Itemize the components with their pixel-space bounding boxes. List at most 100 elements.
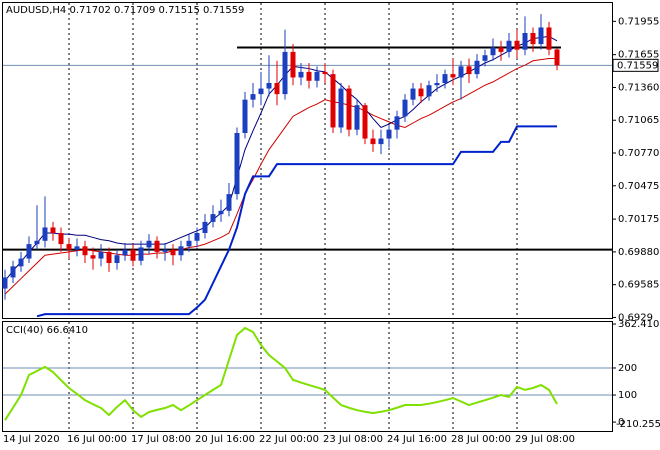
candle-body [394, 116, 400, 130]
candle-body [386, 129, 392, 139]
candle-body [162, 249, 168, 252]
y-tick-label: 200 [618, 363, 637, 374]
candle-body [178, 246, 184, 256]
candle-body [498, 47, 504, 52]
candle-body [370, 138, 376, 145]
y-tick-label: 0.70175 [618, 214, 659, 225]
candle-body [362, 105, 368, 139]
chart-title: AUDUSD,H4 0.71702 0.71709 0.71515 0.7155… [6, 5, 244, 16]
candle-body [434, 83, 440, 86]
candle-body [346, 88, 352, 130]
indicator-line [4, 35, 558, 282]
candle-body [546, 27, 552, 50]
indicator-title: CCI(40) 66.6410 [6, 325, 88, 336]
candle-body [2, 277, 8, 289]
candle-body [106, 251, 112, 263]
candle-body [482, 55, 488, 61]
y-tick-label: 100 [618, 390, 637, 401]
candle-body [354, 105, 360, 130]
candle-body [130, 249, 136, 261]
candle-body [466, 66, 472, 75]
candle-body [330, 74, 336, 128]
y-tick-label: 0.71065 [618, 115, 659, 126]
candle-body [554, 49, 560, 66]
candle-body [154, 240, 160, 252]
candle-body [202, 221, 208, 233]
candle-body [418, 88, 424, 97]
y-tick-label: 0 [618, 417, 624, 428]
price-tag [612, 58, 659, 72]
candle-body [458, 66, 464, 78]
candle-body [194, 233, 200, 241]
y-tick-label: 362.4101 [618, 319, 660, 330]
candle-body [306, 71, 312, 81]
candle-body [338, 88, 344, 128]
candle-body [490, 47, 496, 56]
candle-body [186, 240, 192, 247]
candle-body [322, 71, 328, 75]
candle-body [474, 60, 480, 75]
candle-body [42, 227, 48, 241]
price-panel [2, 2, 613, 319]
candle-body [266, 83, 272, 89]
cci-line [4, 326, 558, 421]
candle-body [34, 240, 40, 245]
candle-body [146, 240, 152, 248]
candle-body [242, 99, 248, 133]
current-price-label: 0.71559 [617, 60, 658, 71]
y-tick-label: 0.71360 [618, 82, 659, 93]
candle-body [522, 33, 528, 50]
candle-body [290, 51, 296, 78]
candle-body [514, 40, 520, 50]
candle-body [298, 71, 304, 78]
candle-body [226, 194, 232, 211]
candle-body [82, 246, 88, 256]
x-tick-label: 22 Jul 00:00 [259, 434, 319, 445]
candle-body [74, 246, 80, 250]
cci-panel [2, 321, 613, 432]
candle-body [114, 255, 120, 263]
candle-body [506, 40, 512, 52]
candle-body [66, 244, 72, 250]
x-tick-label: 17 Jul 08:00 [131, 434, 191, 445]
candle-body [530, 33, 536, 45]
candle-body [378, 138, 384, 145]
indicator-line [4, 58, 557, 295]
candle-body [50, 227, 56, 233]
candle-body [90, 255, 96, 259]
candle-body [442, 74, 448, 83]
candle-body [538, 27, 544, 45]
candle-body [18, 258, 24, 267]
candle-body [58, 233, 64, 245]
candle-body [138, 247, 144, 261]
y-tick-label: 0.70475 [618, 181, 659, 192]
indicator-line [36, 125, 557, 318]
candle-body [274, 83, 280, 95]
candle-body [426, 85, 432, 97]
candle-body [410, 88, 416, 100]
candle-body [218, 210, 224, 215]
candle-body [10, 266, 16, 278]
x-tick-label: 14 Jul 2020 [3, 434, 60, 445]
candle-body [26, 244, 32, 259]
candle-body [282, 51, 288, 95]
candle-body [98, 251, 104, 259]
x-tick-label: 24 Jul 16:00 [387, 434, 447, 445]
candle-body [234, 133, 240, 195]
y-tick-label: 0.69585 [618, 280, 659, 291]
candle-body [170, 249, 176, 256]
candle-body [258, 88, 264, 95]
x-tick-label: 20 Jul 16:00 [195, 434, 255, 445]
candle-body [250, 94, 256, 100]
y-tick-label: 0.71955 [618, 16, 659, 27]
x-tick-label: 16 Jul 00:00 [67, 434, 127, 445]
x-tick-label: 28 Jul 00:00 [451, 434, 511, 445]
y-tick-label: 0.71655 [618, 50, 659, 61]
candle-body [450, 74, 456, 78]
y-tick-label: 0.70770 [618, 148, 659, 159]
candle-body [122, 249, 128, 256]
candle-body [210, 214, 216, 222]
candle-body [314, 71, 320, 81]
